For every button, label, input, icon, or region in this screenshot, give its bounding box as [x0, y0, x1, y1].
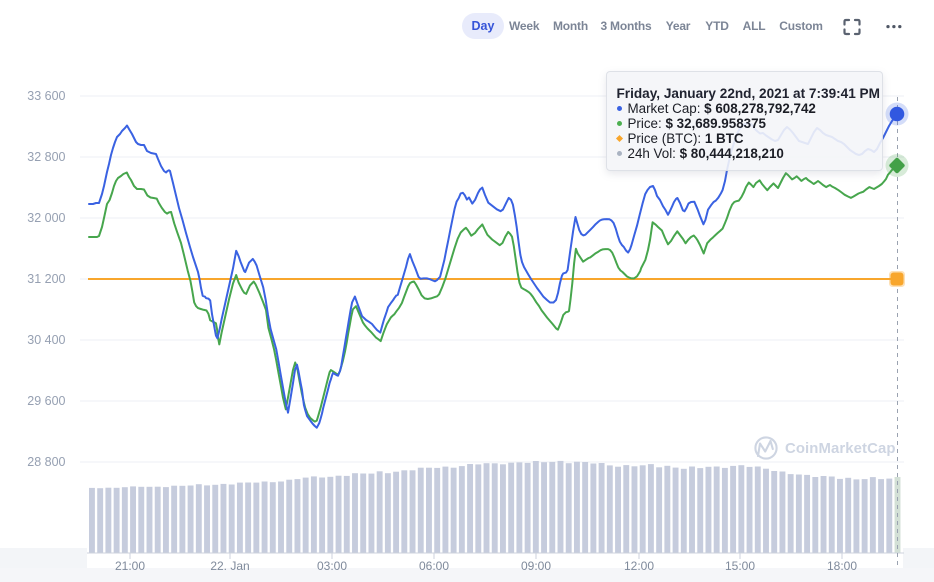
svg-text:33 600: 33 600 [27, 89, 65, 103]
svg-text:12:00: 12:00 [624, 559, 654, 573]
svg-text:29 600: 29 600 [27, 394, 65, 408]
svg-text:28 800: 28 800 [27, 455, 65, 469]
svg-text:22. Jan: 22. Jan [210, 559, 249, 573]
svg-text:CoinMarketCap: CoinMarketCap [785, 441, 896, 457]
svg-text:15:00: 15:00 [725, 559, 755, 573]
svg-text:32 000: 32 000 [27, 211, 65, 225]
svg-text:09:00: 09:00 [521, 559, 551, 573]
svg-text:18:00: 18:00 [827, 559, 857, 573]
svg-text:31 200: 31 200 [27, 272, 65, 286]
svg-text:03:00: 03:00 [317, 559, 347, 573]
svg-text:06:00: 06:00 [419, 559, 449, 573]
svg-text:30 400: 30 400 [27, 333, 65, 347]
svg-text:32 800: 32 800 [27, 150, 65, 164]
svg-text:21:00: 21:00 [115, 559, 145, 573]
